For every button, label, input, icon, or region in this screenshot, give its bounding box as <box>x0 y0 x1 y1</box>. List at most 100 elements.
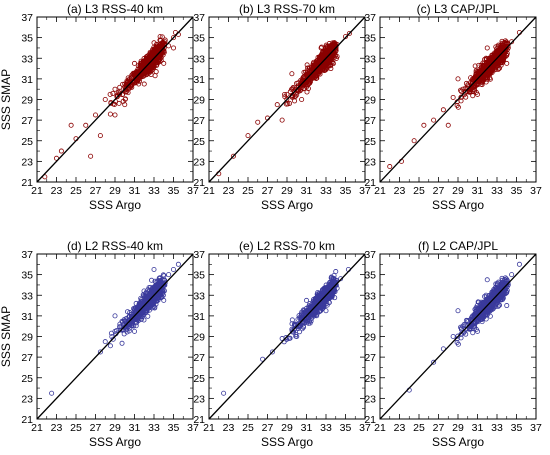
y-tick-label: 21 <box>21 414 33 426</box>
data-point <box>128 80 134 86</box>
reference-line <box>379 16 537 183</box>
x-tick-label: 29 <box>281 185 293 197</box>
y-tick-label: 29 <box>364 95 376 107</box>
x-tick-label: 31 <box>301 422 313 434</box>
data-point <box>286 335 292 341</box>
x-tick-label: 29 <box>452 422 464 434</box>
data-point <box>324 51 330 57</box>
data-point <box>492 54 498 60</box>
data-point <box>463 80 469 86</box>
data-point <box>479 303 485 309</box>
x-tick-label: 27 <box>433 185 445 197</box>
y-tick-label: 23 <box>364 393 376 405</box>
data-point <box>300 86 306 92</box>
y-tick-label: 29 <box>193 332 205 344</box>
x-tick-label: 27 <box>433 422 445 434</box>
data-point <box>488 295 494 301</box>
data-point <box>161 297 167 303</box>
x-tick-label: 35 <box>340 185 352 197</box>
data-point <box>110 90 116 96</box>
data-point <box>330 282 336 288</box>
data-point <box>455 341 461 347</box>
y-tick-label: 25 <box>193 136 205 148</box>
data-point <box>296 88 302 94</box>
data-point <box>141 81 147 87</box>
data-point <box>151 284 157 290</box>
data-point <box>331 275 337 281</box>
data-point <box>342 34 348 40</box>
y-tick-label: 33 <box>193 53 205 65</box>
x-axis-label: SSS Argo <box>261 435 313 449</box>
data-point <box>292 98 298 104</box>
data-point <box>460 86 466 92</box>
x-axis-label: SSS Argo <box>89 198 141 212</box>
data-point <box>328 55 334 61</box>
data-point <box>151 266 157 272</box>
x-tick-label: 21 <box>374 185 386 197</box>
data-point <box>156 282 162 288</box>
x-tick-label: 31 <box>472 422 484 434</box>
data-point <box>497 292 503 298</box>
x-tick-label: 37 <box>530 185 542 197</box>
y-tick-label: 21 <box>21 177 33 189</box>
data-point <box>107 343 113 349</box>
data-point <box>504 289 510 295</box>
data-point <box>133 319 139 325</box>
data-point <box>324 53 330 59</box>
data-point <box>141 60 147 66</box>
data-point <box>294 80 300 86</box>
data-point <box>332 53 338 59</box>
data-point <box>117 321 123 327</box>
data-point <box>308 307 314 313</box>
data-point <box>145 287 151 293</box>
data-point <box>158 49 164 55</box>
y-tick-label: 23 <box>21 156 33 168</box>
x-tick-label: 25 <box>70 422 82 434</box>
data-point <box>411 138 417 144</box>
scatter-points <box>221 266 351 396</box>
data-point <box>161 60 167 66</box>
data-point <box>166 272 172 278</box>
data-point <box>294 333 300 339</box>
y-tick-label: 37 <box>193 249 205 261</box>
data-point <box>83 122 89 128</box>
y-tick-label: 29 <box>21 332 33 344</box>
data-point <box>474 328 480 334</box>
data-point <box>49 390 55 396</box>
data-point <box>495 296 501 302</box>
panel-title: (d) L2 RSS-40 km <box>67 239 163 253</box>
y-tick-label: 25 <box>364 136 376 148</box>
data-point <box>136 76 142 82</box>
data-point <box>297 323 303 329</box>
y-tick-label: 23 <box>21 393 33 405</box>
reference-line <box>208 253 366 420</box>
reference-line <box>208 16 366 183</box>
y-tick-label: 31 <box>364 74 376 86</box>
x-tick-label: 31 <box>129 185 141 197</box>
data-point <box>333 269 339 275</box>
y-tick-label: 21 <box>364 414 376 426</box>
data-point <box>127 313 133 319</box>
y-tick-label: 27 <box>21 115 33 127</box>
data-point <box>328 286 334 292</box>
data-point <box>504 303 510 309</box>
x-tick-label: 29 <box>109 185 121 197</box>
data-point <box>470 76 476 82</box>
data-point <box>156 55 162 61</box>
y-tick-label: 31 <box>193 74 205 86</box>
data-point <box>484 75 490 81</box>
y-tick-label: 27 <box>364 352 376 364</box>
data-point <box>318 293 324 299</box>
panel-title: (e) L2 RSS-70 km <box>239 239 335 253</box>
y-tick-label: 21 <box>193 177 205 189</box>
y-tick-label: 23 <box>364 156 376 168</box>
x-tick-label: 33 <box>148 185 160 197</box>
data-point <box>319 52 325 58</box>
y-tick-label: 31 <box>364 311 376 323</box>
data-point <box>152 305 158 311</box>
data-point <box>502 38 508 44</box>
data-point <box>122 86 128 92</box>
data-point <box>304 89 310 95</box>
